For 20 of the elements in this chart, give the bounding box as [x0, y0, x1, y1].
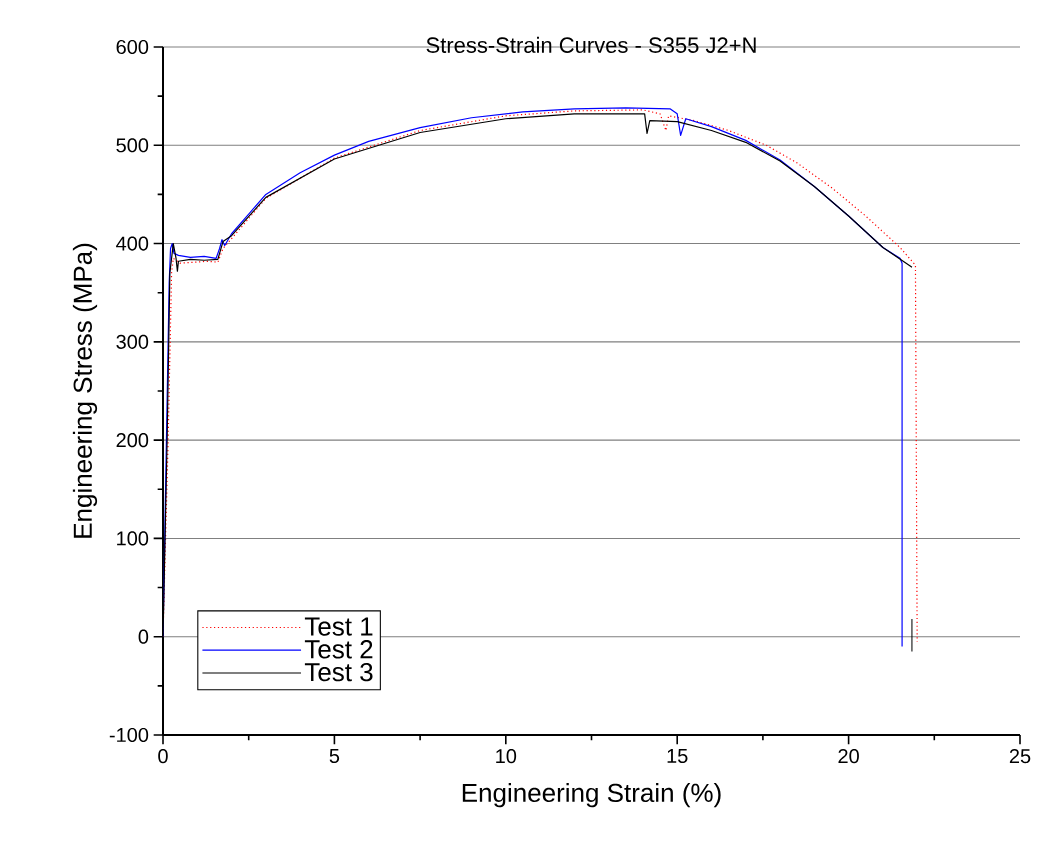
y-tick-label: 500: [116, 138, 149, 153]
y-axis-title: Engineering Stress (MPa): [72, 243, 98, 538]
legend-label: Test 2: [304, 640, 373, 659]
y-tick-label: 400: [116, 236, 149, 251]
x-tick-label: 10: [496, 749, 517, 764]
chart-title: Stress-Strain Curves - S355 J2+N: [426, 36, 756, 53]
x-tick-label: 25: [1009, 749, 1031, 764]
y-tick-label: 0: [138, 629, 149, 644]
x-tick-label: 0: [158, 749, 168, 764]
y-tick-label: 300: [116, 334, 149, 349]
y-tick-label: 600: [116, 39, 149, 55]
y-tick-label: 200: [116, 433, 149, 448]
y-tick-label: -100: [109, 727, 149, 743]
x-tick-label: 15: [667, 749, 688, 763]
y-tick-label: 100: [117, 531, 149, 546]
x-axis-title: Engineering Strain (%): [462, 783, 721, 808]
x-tick-label: 20: [838, 749, 859, 764]
legend-label: Test 1: [304, 617, 373, 636]
legend-label: Test 3: [304, 662, 373, 682]
x-tick-label: 5: [329, 749, 340, 763]
